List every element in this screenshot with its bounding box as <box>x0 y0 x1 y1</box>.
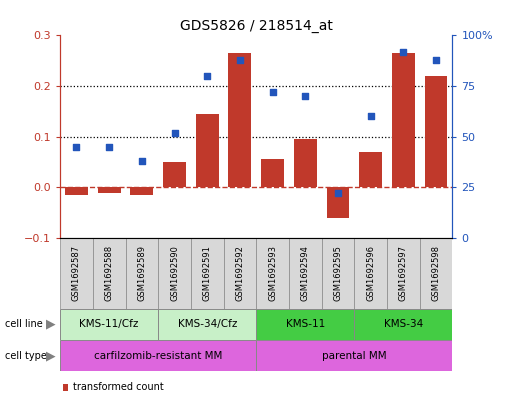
Text: GSM1692598: GSM1692598 <box>431 245 440 301</box>
Bar <box>163 162 186 187</box>
FancyBboxPatch shape <box>60 238 93 309</box>
Bar <box>229 53 252 187</box>
Text: GSM1692596: GSM1692596 <box>366 245 375 301</box>
FancyBboxPatch shape <box>387 238 419 309</box>
FancyBboxPatch shape <box>191 238 224 309</box>
Text: GSM1692593: GSM1692593 <box>268 245 277 301</box>
Bar <box>425 76 448 187</box>
Text: ▶: ▶ <box>46 318 55 331</box>
Bar <box>261 159 284 187</box>
Point <box>105 143 113 150</box>
Text: transformed count: transformed count <box>73 382 163 392</box>
FancyBboxPatch shape <box>256 309 355 340</box>
Point <box>138 158 146 164</box>
FancyBboxPatch shape <box>355 238 387 309</box>
FancyBboxPatch shape <box>60 340 256 371</box>
FancyBboxPatch shape <box>60 309 158 340</box>
Text: GSM1692591: GSM1692591 <box>203 245 212 301</box>
Text: KMS-34: KMS-34 <box>384 319 423 329</box>
FancyBboxPatch shape <box>419 238 452 309</box>
Text: GSM1692589: GSM1692589 <box>138 245 146 301</box>
Text: GSM1692592: GSM1692592 <box>235 245 244 301</box>
Bar <box>196 114 219 187</box>
Text: cell line: cell line <box>5 319 43 329</box>
Bar <box>392 53 415 187</box>
Point <box>236 57 244 63</box>
Point <box>334 190 342 196</box>
FancyBboxPatch shape <box>289 238 322 309</box>
FancyBboxPatch shape <box>158 309 256 340</box>
FancyBboxPatch shape <box>93 238 126 309</box>
Point <box>203 73 211 79</box>
Text: GSM1692595: GSM1692595 <box>334 245 343 301</box>
Text: GSM1692588: GSM1692588 <box>105 245 113 301</box>
Text: KMS-11/Cfz: KMS-11/Cfz <box>79 319 139 329</box>
Text: GSM1692587: GSM1692587 <box>72 245 81 301</box>
FancyBboxPatch shape <box>256 340 452 371</box>
Point <box>399 48 407 55</box>
FancyBboxPatch shape <box>224 238 256 309</box>
Point <box>301 93 310 99</box>
Bar <box>130 187 153 195</box>
Text: carfilzomib-resistant MM: carfilzomib-resistant MM <box>94 351 222 361</box>
Bar <box>98 187 121 193</box>
FancyBboxPatch shape <box>355 309 452 340</box>
Text: KMS-11: KMS-11 <box>286 319 325 329</box>
FancyBboxPatch shape <box>158 238 191 309</box>
Point <box>170 129 179 136</box>
FancyBboxPatch shape <box>126 238 158 309</box>
Text: ▶: ▶ <box>46 349 55 362</box>
Bar <box>294 139 317 187</box>
Text: parental MM: parental MM <box>322 351 386 361</box>
Text: KMS-34/Cfz: KMS-34/Cfz <box>177 319 237 329</box>
Text: GSM1692597: GSM1692597 <box>399 245 408 301</box>
Text: GSM1692594: GSM1692594 <box>301 245 310 301</box>
Text: cell type: cell type <box>5 351 47 361</box>
Bar <box>65 187 88 195</box>
Text: GSM1692590: GSM1692590 <box>170 245 179 301</box>
FancyBboxPatch shape <box>256 238 289 309</box>
FancyBboxPatch shape <box>322 238 355 309</box>
Point <box>432 57 440 63</box>
Point <box>72 143 81 150</box>
Bar <box>326 187 349 217</box>
Title: GDS5826 / 218514_at: GDS5826 / 218514_at <box>180 19 333 33</box>
Bar <box>359 152 382 187</box>
Point <box>367 113 375 119</box>
Point <box>268 89 277 95</box>
